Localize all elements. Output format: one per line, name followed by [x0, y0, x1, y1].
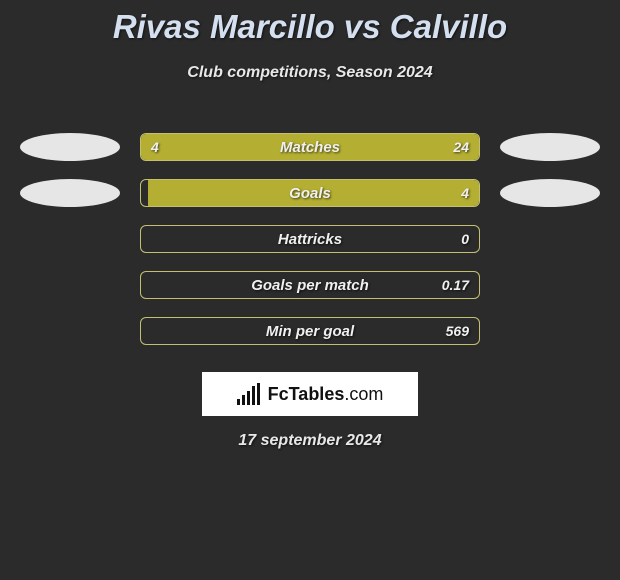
comparison-infographic: Rivas Marcillo vs Calvillo Club competit… — [0, 0, 620, 580]
oval-spacer — [500, 225, 600, 253]
stat-label: Hattricks — [141, 226, 479, 252]
stat-bar: 4 Matches 24 — [140, 133, 480, 161]
date-line: 17 september 2024 — [0, 432, 620, 450]
page-subtitle: Club competitions, Season 2024 — [0, 64, 620, 82]
oval-spacer — [20, 271, 120, 299]
stats-area: 4 Matches 24 Goals 4 — [0, 124, 620, 354]
stat-value-right: 0 — [461, 226, 469, 252]
player-left-oval — [20, 133, 120, 161]
bar-right-fill — [202, 134, 479, 160]
logo-bars-icon — [237, 383, 262, 405]
stat-value-right: 4 — [461, 180, 469, 206]
oval-spacer — [500, 317, 600, 345]
player-left-oval — [20, 179, 120, 207]
stat-bar: Hattricks 0 — [140, 225, 480, 253]
bar-right-fill — [148, 180, 479, 206]
stat-value-left: 4 — [151, 134, 159, 160]
stat-bar: Goals 4 — [140, 179, 480, 207]
page-title: Rivas Marcillo vs Calvillo — [0, 0, 620, 46]
stat-value-right: 0.17 — [442, 272, 469, 298]
stat-row: Goals per match 0.17 — [0, 262, 620, 308]
stat-row: Goals 4 — [0, 170, 620, 216]
player-right-oval — [500, 179, 600, 207]
stat-bar: Goals per match 0.17 — [140, 271, 480, 299]
oval-spacer — [20, 225, 120, 253]
stat-label: Goals per match — [141, 272, 479, 298]
logo-text-light: .com — [344, 384, 383, 404]
stat-label: Min per goal — [141, 318, 479, 344]
stat-bar: Min per goal 569 — [140, 317, 480, 345]
stat-value-right: 569 — [446, 318, 469, 344]
logo-text: FcTables.com — [268, 384, 384, 405]
stat-value-right: 24 — [453, 134, 469, 160]
oval-spacer — [500, 271, 600, 299]
oval-spacer — [20, 317, 120, 345]
player-right-oval — [500, 133, 600, 161]
stat-row: Hattricks 0 — [0, 216, 620, 262]
stat-row: 4 Matches 24 — [0, 124, 620, 170]
logo-text-bold: FcTables — [268, 384, 345, 404]
stat-row: Min per goal 569 — [0, 308, 620, 354]
fctables-logo: FcTables.com — [202, 372, 418, 416]
